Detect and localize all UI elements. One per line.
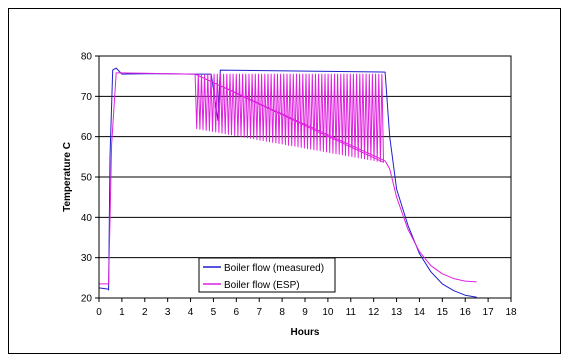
legend-box — [198, 257, 336, 293]
y-tick-label: 20 — [81, 294, 93, 305]
legend: Boiler flow (measured) Boiler flow (ESP) — [198, 257, 336, 293]
x-tick-label: 12 — [368, 307, 380, 318]
x-tick-label: 16 — [460, 307, 472, 318]
legend-label-measured: Boiler flow (measured) — [224, 263, 324, 274]
legend-label-esp: Boiler flow (ESP) — [224, 280, 300, 291]
x-tick-label: 3 — [165, 307, 171, 318]
x-tick-label: 9 — [302, 307, 308, 318]
x-tick-label: 7 — [256, 307, 262, 318]
x-tick-label: 14 — [414, 307, 426, 318]
series-line-measured — [98, 67, 477, 298]
x-axis: 0 1 2 3 4 5 6 7 8 9 10 11 12 13 14 15 16 17 18 — [96, 298, 517, 318]
y-axis: 20 30 40 50 60 70 80 — [81, 52, 99, 305]
series-layer — [98, 67, 477, 298]
x-tick-label: 11 — [346, 307, 357, 318]
y-tick-label: 50 — [81, 173, 93, 184]
x-tick-label: 5 — [211, 307, 217, 318]
x-tick-label: 4 — [188, 307, 194, 318]
series-line-esp — [99, 72, 477, 285]
gridlines — [99, 95, 511, 259]
y-tick-label: 40 — [81, 213, 93, 224]
x-tick-label: 17 — [483, 307, 495, 318]
x-tick-label: 1 — [119, 307, 125, 318]
x-tick-label: 18 — [505, 307, 517, 318]
x-tick-label: 8 — [279, 307, 285, 318]
y-tick-label: 30 — [81, 253, 93, 264]
x-tick-label: 13 — [391, 307, 403, 318]
x-tick-label: 15 — [437, 307, 449, 318]
y-tick-label: 60 — [81, 132, 93, 143]
y-tick-label: 80 — [81, 52, 93, 63]
y-tick-label: 70 — [81, 92, 93, 103]
x-tick-label: 6 — [234, 307, 240, 318]
x-tick-label: 2 — [142, 307, 148, 318]
x-tick-label: 10 — [322, 307, 334, 318]
y-axis-title: Temperature C — [62, 142, 73, 212]
x-tick-label: 0 — [96, 307, 102, 318]
x-axis-title: Hours — [291, 327, 320, 338]
